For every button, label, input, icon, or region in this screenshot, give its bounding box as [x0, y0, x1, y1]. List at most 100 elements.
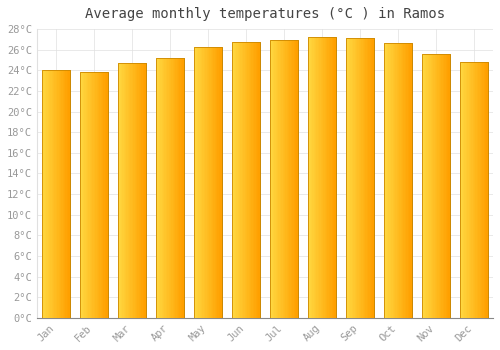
Bar	[362, 38, 364, 318]
Bar	[286, 40, 287, 318]
Bar	[402, 43, 404, 318]
Bar	[130, 63, 132, 318]
Bar	[45, 70, 46, 318]
Bar	[202, 47, 204, 318]
Bar	[482, 62, 484, 318]
Bar	[159, 58, 160, 318]
Bar	[256, 42, 257, 318]
Bar	[332, 37, 333, 318]
Bar	[124, 63, 125, 318]
Bar	[434, 54, 435, 318]
Bar	[232, 42, 234, 318]
Bar	[346, 38, 348, 318]
Bar	[82, 72, 83, 318]
Bar	[102, 72, 104, 318]
Bar	[236, 42, 238, 318]
Bar	[219, 47, 220, 318]
Bar	[200, 47, 201, 318]
Bar	[270, 40, 272, 318]
Bar	[66, 70, 67, 318]
Bar	[438, 54, 439, 318]
Bar	[436, 54, 438, 318]
Bar	[156, 58, 184, 318]
Bar	[274, 40, 276, 318]
Bar	[460, 62, 487, 318]
Bar	[398, 43, 400, 318]
Bar	[367, 38, 368, 318]
Bar	[485, 62, 486, 318]
Bar	[270, 40, 297, 318]
Bar	[272, 40, 273, 318]
Bar	[370, 38, 371, 318]
Bar	[118, 63, 146, 318]
Bar	[46, 70, 48, 318]
Bar	[250, 42, 252, 318]
Bar	[106, 72, 108, 318]
Bar	[366, 38, 367, 318]
Bar	[448, 54, 450, 318]
Bar	[281, 40, 283, 318]
Bar	[42, 70, 70, 318]
Bar	[156, 58, 158, 318]
Bar	[463, 62, 464, 318]
Bar	[443, 54, 444, 318]
Bar	[232, 42, 260, 318]
Bar	[468, 62, 470, 318]
Bar	[201, 47, 202, 318]
Bar	[254, 42, 256, 318]
Bar	[422, 54, 424, 318]
Bar	[318, 37, 320, 318]
Bar	[158, 58, 159, 318]
Bar	[356, 38, 358, 318]
Bar	[392, 43, 394, 318]
Bar	[480, 62, 481, 318]
Bar	[129, 63, 130, 318]
Bar	[384, 43, 411, 318]
Bar	[178, 58, 180, 318]
Bar	[464, 62, 466, 318]
Bar	[194, 47, 222, 318]
Bar	[277, 40, 278, 318]
Bar	[486, 62, 488, 318]
Bar	[94, 72, 96, 318]
Bar	[125, 63, 126, 318]
Bar	[182, 58, 184, 318]
Bar	[170, 58, 172, 318]
Bar	[346, 38, 374, 318]
Bar	[52, 70, 54, 318]
Title: Average monthly temperatures (°C ) in Ramos: Average monthly temperatures (°C ) in Ra…	[85, 7, 445, 21]
Bar	[167, 58, 168, 318]
Bar	[474, 62, 476, 318]
Bar	[447, 54, 448, 318]
Bar	[42, 70, 70, 318]
Bar	[324, 37, 325, 318]
Bar	[220, 47, 222, 318]
Bar	[118, 63, 120, 318]
Bar	[122, 63, 124, 318]
Bar	[166, 58, 168, 318]
Bar	[316, 37, 318, 318]
Bar	[422, 54, 450, 318]
Bar	[296, 40, 298, 318]
Bar	[292, 40, 294, 318]
Bar	[176, 58, 178, 318]
Bar	[278, 40, 280, 318]
Bar	[248, 42, 249, 318]
Bar	[429, 54, 430, 318]
Bar	[171, 58, 173, 318]
Bar	[386, 43, 387, 318]
Bar	[446, 54, 447, 318]
Bar	[466, 62, 468, 318]
Bar	[239, 42, 240, 318]
Bar	[62, 70, 63, 318]
Bar	[53, 70, 54, 318]
Bar	[87, 72, 88, 318]
Bar	[212, 47, 214, 318]
Bar	[352, 38, 354, 318]
Bar	[290, 40, 291, 318]
Bar	[362, 38, 363, 318]
Bar	[428, 54, 430, 318]
Bar	[282, 40, 284, 318]
Bar	[168, 58, 170, 318]
Bar	[324, 37, 326, 318]
